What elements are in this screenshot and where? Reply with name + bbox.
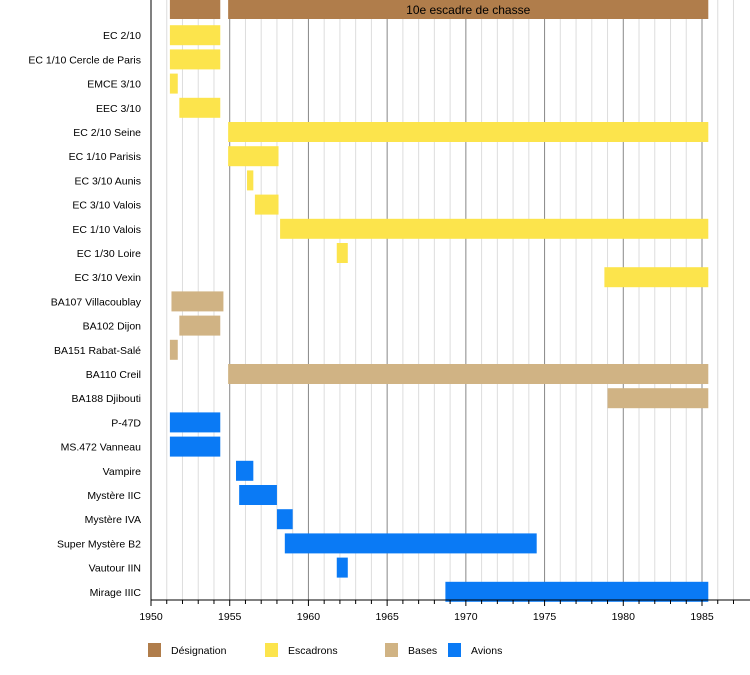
legend-swatch xyxy=(148,643,161,657)
legend-swatch xyxy=(448,643,461,657)
legend-item: Bases xyxy=(385,643,437,657)
row-label: EC 1/10 Cercle de Paris xyxy=(28,54,141,66)
timeline-bar xyxy=(280,218,709,239)
legend-swatch xyxy=(265,643,278,657)
row-label: EMCE 3/10 xyxy=(87,79,141,91)
x-tick-label: 1985 xyxy=(690,611,714,623)
row-label: EC 3/10 Vexin xyxy=(74,272,141,284)
legend-item: Escadrons xyxy=(265,643,338,657)
row-label: EC 1/10 Parisis xyxy=(69,151,141,163)
x-tick-label: 1960 xyxy=(297,611,321,623)
row-label: EC 1/30 Loire xyxy=(77,248,141,260)
row-label: EC 3/10 Aunis xyxy=(74,175,141,187)
row-label: Mirage IIIC xyxy=(90,587,142,599)
row-label: Mystère IVA xyxy=(85,514,141,526)
row-label: BA151 Rabat-Salé xyxy=(54,345,141,357)
legend-label: Avions xyxy=(471,645,502,657)
timeline-bar xyxy=(169,49,221,70)
row-label: BA110 Creil xyxy=(86,369,141,381)
timeline-bar xyxy=(236,460,254,481)
x-tick-label: 1970 xyxy=(454,611,478,623)
timeline-bar xyxy=(228,146,279,167)
timeline-bar xyxy=(169,412,221,433)
x-tick-label: 1950 xyxy=(139,611,163,623)
legend-swatch xyxy=(385,643,398,657)
timeline-bar xyxy=(169,436,221,457)
legend-item: Désignation xyxy=(148,643,227,657)
timeline-bar xyxy=(336,557,348,578)
row-label: P-47D xyxy=(111,417,141,429)
row-label: Vampire xyxy=(103,466,141,478)
timeline-bar xyxy=(445,581,709,602)
row-label: EC 2/10 xyxy=(103,30,141,42)
timeline-bar xyxy=(284,533,537,554)
legend-label: Désignation xyxy=(171,645,227,657)
timeline-bar xyxy=(247,170,254,191)
row-label: Mystère IIC xyxy=(87,490,141,502)
timeline-bar xyxy=(179,315,221,336)
row-label: EC 3/10 Valois xyxy=(72,200,141,212)
row-label: EEC 3/10 xyxy=(96,103,141,115)
row-label: EC 2/10 Seine xyxy=(73,127,141,139)
timeline-bar xyxy=(169,0,221,19)
timeline-bar xyxy=(336,243,348,263)
timeline-bar xyxy=(169,25,221,46)
x-tick-label: 1965 xyxy=(375,611,399,623)
x-tick-label: 1980 xyxy=(612,611,636,623)
x-tick-label: 1955 xyxy=(218,611,242,623)
timeline-bar xyxy=(276,509,293,530)
timeline-bar xyxy=(604,267,709,288)
bar-label: 10e escadre de chasse xyxy=(406,3,530,17)
timeline-bar xyxy=(254,194,279,215)
timeline-bar xyxy=(169,73,178,94)
legend-label: Bases xyxy=(408,645,437,657)
timeline-bar xyxy=(239,485,277,505)
timeline-bar xyxy=(169,339,178,360)
timeline-bar xyxy=(228,364,709,384)
row-label: BA107 Villacoublay xyxy=(51,296,142,308)
row-label: Super Mystère B2 xyxy=(57,538,141,550)
timeline-bar xyxy=(228,122,709,142)
timeline-bar xyxy=(228,0,709,19)
row-label: BA102 Dijon xyxy=(83,321,142,333)
legend-label: Escadrons xyxy=(288,645,338,657)
legend-item: Avions xyxy=(448,643,502,657)
row-label: BA188 Djibouti xyxy=(72,393,141,405)
timeline-bar xyxy=(179,97,221,118)
row-label: MS.472 Vanneau xyxy=(61,442,142,454)
row-label: EC 1/10 Valois xyxy=(72,224,141,236)
row-label: Vautour IIN xyxy=(89,563,141,575)
timeline-bar xyxy=(171,291,224,312)
x-tick-label: 1975 xyxy=(533,611,557,623)
timeline-bar xyxy=(607,388,709,409)
